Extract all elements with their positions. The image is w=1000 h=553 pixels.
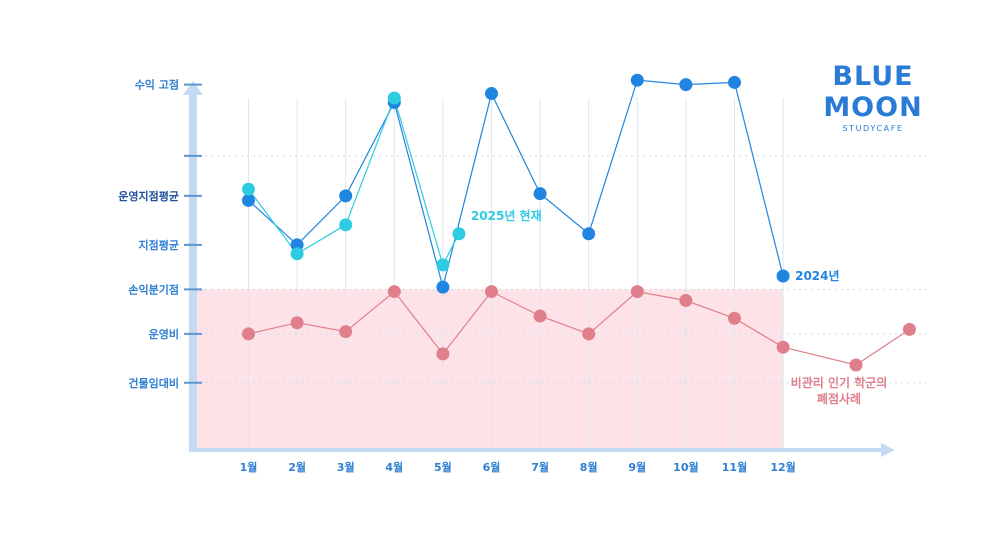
series-closed-case-point — [849, 358, 863, 372]
series-2025-point — [452, 227, 466, 241]
series-2025-point — [290, 247, 304, 261]
x-tick-label: 11월 — [722, 460, 747, 474]
x-tick-label: 10월 — [673, 460, 698, 474]
x-axis — [189, 448, 881, 452]
series-2024-line — [248, 79, 784, 288]
series-2024-point — [679, 78, 693, 92]
series-closed-case-point — [533, 309, 547, 323]
series-2024-point — [242, 193, 255, 207]
series-label-2025: 2025년 현재 — [471, 208, 542, 223]
series-2025-point — [242, 182, 255, 196]
x-tick-label: 9월 — [628, 460, 646, 474]
x-tick-label: 8월 — [580, 460, 598, 474]
series-closed-case-point — [582, 327, 596, 341]
series-closed-case-point — [630, 285, 644, 299]
series-2025-point — [339, 218, 353, 232]
x-tick-label: 5월 — [434, 460, 452, 474]
y-tick-label: 건물임대비 — [128, 376, 179, 390]
x-tick-label: 4월 — [385, 460, 403, 474]
series-closed-case-point — [436, 347, 450, 361]
logo-line1: BLUE — [832, 61, 913, 92]
series-closed-case-point — [679, 293, 693, 307]
series-closed-case-point — [290, 316, 304, 330]
loss-zone — [193, 289, 784, 450]
series-2024-point — [436, 280, 450, 294]
series-closed-case-point — [242, 327, 255, 341]
series-2024-point — [728, 75, 741, 89]
x-tick-label: 1월 — [240, 460, 258, 474]
series-label-closed-2: 폐점사례 — [817, 391, 861, 406]
series-closed-case-line — [248, 290, 910, 366]
series-closed-case-point — [776, 340, 790, 354]
bluemoon-logo: BLUE MOON STUDYCAFE — [823, 61, 922, 133]
series-2024-point — [582, 227, 596, 241]
logo-tagline: STUDYCAFE — [842, 124, 903, 133]
series-label-closed-1: 비관리 인기 학군의 — [791, 375, 888, 390]
series-2025-point — [436, 258, 450, 272]
series-2024-point — [776, 269, 790, 283]
logo-line2: MOON — [823, 92, 922, 123]
series-2024-point — [485, 87, 498, 101]
x-tick-label: 3월 — [337, 460, 355, 474]
y-axis — [189, 93, 197, 452]
series-closed-case-point — [485, 285, 498, 299]
series-closed-case-point — [728, 311, 741, 325]
x-tick-label: 7월 — [531, 460, 549, 474]
y-tick-label: 운영비 — [149, 327, 179, 341]
y-tick-label: 운영지점평균 — [118, 189, 179, 203]
y-tick-label: 지점평균 — [139, 238, 179, 252]
x-axis-arrow — [881, 443, 895, 457]
x-tick-label: 2월 — [288, 460, 306, 474]
series-2024-point — [630, 73, 644, 87]
x-tick-label: 6월 — [483, 460, 501, 474]
series-label-2024: 2024년 — [795, 269, 839, 283]
series-2025-point — [387, 91, 401, 105]
series-closed-case-point — [902, 322, 916, 336]
series-2024-point — [533, 187, 547, 201]
y-axis-arrow — [183, 81, 203, 95]
series-2024-point — [339, 189, 353, 203]
y-tick-label: 손익분기점 — [128, 282, 179, 296]
series-2024-point — [290, 238, 304, 252]
series-closed-case-point — [339, 325, 353, 339]
series-closed-case-point — [387, 285, 401, 299]
x-tick-label: 12월 — [770, 460, 795, 474]
y-tick-label: 수익 고점 — [135, 78, 179, 92]
